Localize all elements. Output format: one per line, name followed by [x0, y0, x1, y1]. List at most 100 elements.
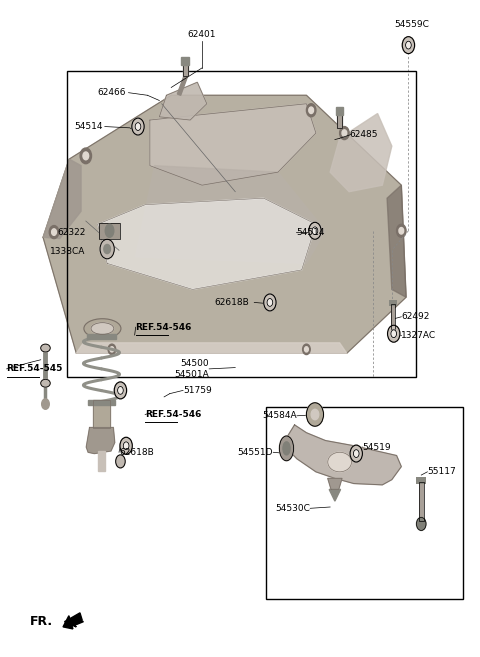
- Bar: [336, 107, 343, 115]
- Circle shape: [118, 386, 123, 394]
- Circle shape: [132, 118, 144, 135]
- Circle shape: [312, 227, 318, 235]
- Text: 62485: 62485: [349, 130, 378, 139]
- Bar: [87, 334, 116, 339]
- Circle shape: [116, 455, 125, 468]
- Circle shape: [402, 37, 415, 54]
- Circle shape: [340, 127, 349, 139]
- Text: 62466: 62466: [97, 88, 126, 97]
- Polygon shape: [159, 82, 207, 120]
- Circle shape: [104, 244, 110, 254]
- Ellipse shape: [84, 319, 121, 338]
- Polygon shape: [287, 425, 401, 485]
- Text: 54551D: 54551D: [238, 448, 273, 457]
- Bar: [88, 400, 115, 405]
- Circle shape: [342, 130, 347, 136]
- Ellipse shape: [105, 224, 114, 237]
- Ellipse shape: [41, 344, 50, 352]
- Text: REF.54-545: REF.54-545: [7, 365, 63, 373]
- Polygon shape: [150, 104, 316, 185]
- Circle shape: [114, 382, 127, 399]
- Text: 54514: 54514: [296, 227, 324, 237]
- Circle shape: [350, 445, 362, 462]
- Polygon shape: [76, 343, 347, 353]
- Bar: [337, 110, 342, 128]
- Polygon shape: [328, 478, 342, 489]
- Circle shape: [108, 344, 116, 355]
- Bar: [266, 407, 463, 599]
- Polygon shape: [86, 428, 115, 453]
- Circle shape: [120, 438, 132, 454]
- Circle shape: [100, 239, 114, 259]
- Text: 54501A: 54501A: [174, 370, 209, 378]
- Circle shape: [135, 123, 141, 131]
- Text: 54584A: 54584A: [262, 411, 297, 420]
- Circle shape: [311, 409, 319, 420]
- Circle shape: [80, 148, 92, 164]
- Circle shape: [110, 347, 114, 352]
- Circle shape: [399, 227, 404, 234]
- Bar: [182, 59, 188, 76]
- Circle shape: [406, 41, 411, 49]
- Ellipse shape: [41, 379, 50, 387]
- Bar: [93, 400, 110, 428]
- Circle shape: [391, 330, 396, 338]
- Circle shape: [52, 229, 56, 235]
- Bar: [389, 300, 397, 306]
- Bar: [97, 451, 105, 470]
- Ellipse shape: [91, 323, 114, 334]
- Polygon shape: [97, 198, 316, 290]
- Polygon shape: [43, 159, 81, 238]
- Text: 62618B: 62618B: [119, 448, 154, 457]
- FancyArrow shape: [63, 613, 82, 629]
- Bar: [181, 57, 190, 64]
- Text: 1327AC: 1327AC: [401, 330, 436, 340]
- Circle shape: [42, 399, 49, 409]
- Bar: [391, 304, 395, 328]
- Text: 62492: 62492: [401, 312, 430, 321]
- Text: 51759: 51759: [183, 386, 212, 395]
- Text: 55117: 55117: [427, 467, 456, 476]
- Text: 54530C: 54530C: [276, 504, 310, 513]
- Text: 62322: 62322: [58, 228, 86, 237]
- Bar: [391, 304, 395, 328]
- Bar: [99, 223, 120, 238]
- Bar: [419, 482, 424, 521]
- Ellipse shape: [283, 442, 290, 455]
- Circle shape: [123, 442, 129, 449]
- Polygon shape: [178, 76, 188, 95]
- Bar: [99, 223, 120, 238]
- Circle shape: [267, 298, 273, 306]
- Text: 54519: 54519: [362, 443, 391, 451]
- Circle shape: [83, 152, 89, 160]
- Bar: [337, 110, 342, 128]
- Text: FR.: FR.: [30, 615, 53, 628]
- Circle shape: [49, 225, 59, 238]
- Bar: [67, 71, 416, 377]
- Circle shape: [306, 403, 324, 426]
- Text: 62401: 62401: [188, 30, 216, 39]
- Polygon shape: [136, 166, 325, 263]
- Circle shape: [302, 344, 310, 355]
- Polygon shape: [43, 95, 406, 353]
- Text: REF.54-546: REF.54-546: [145, 410, 202, 419]
- Circle shape: [396, 224, 406, 237]
- Bar: [417, 477, 426, 484]
- Circle shape: [309, 222, 321, 239]
- Text: 54514: 54514: [74, 122, 102, 131]
- Circle shape: [309, 107, 313, 114]
- Polygon shape: [329, 489, 341, 501]
- Bar: [419, 482, 424, 521]
- Bar: [93, 400, 110, 428]
- Text: 1338CA: 1338CA: [50, 247, 86, 256]
- Polygon shape: [64, 616, 84, 627]
- Ellipse shape: [279, 436, 294, 461]
- Circle shape: [417, 518, 426, 530]
- Circle shape: [304, 347, 308, 352]
- Text: 54559C: 54559C: [394, 20, 429, 29]
- Text: 54500: 54500: [180, 359, 209, 367]
- Polygon shape: [387, 185, 406, 297]
- Bar: [182, 59, 188, 76]
- Text: 62618B: 62618B: [215, 298, 250, 307]
- Circle shape: [353, 449, 359, 457]
